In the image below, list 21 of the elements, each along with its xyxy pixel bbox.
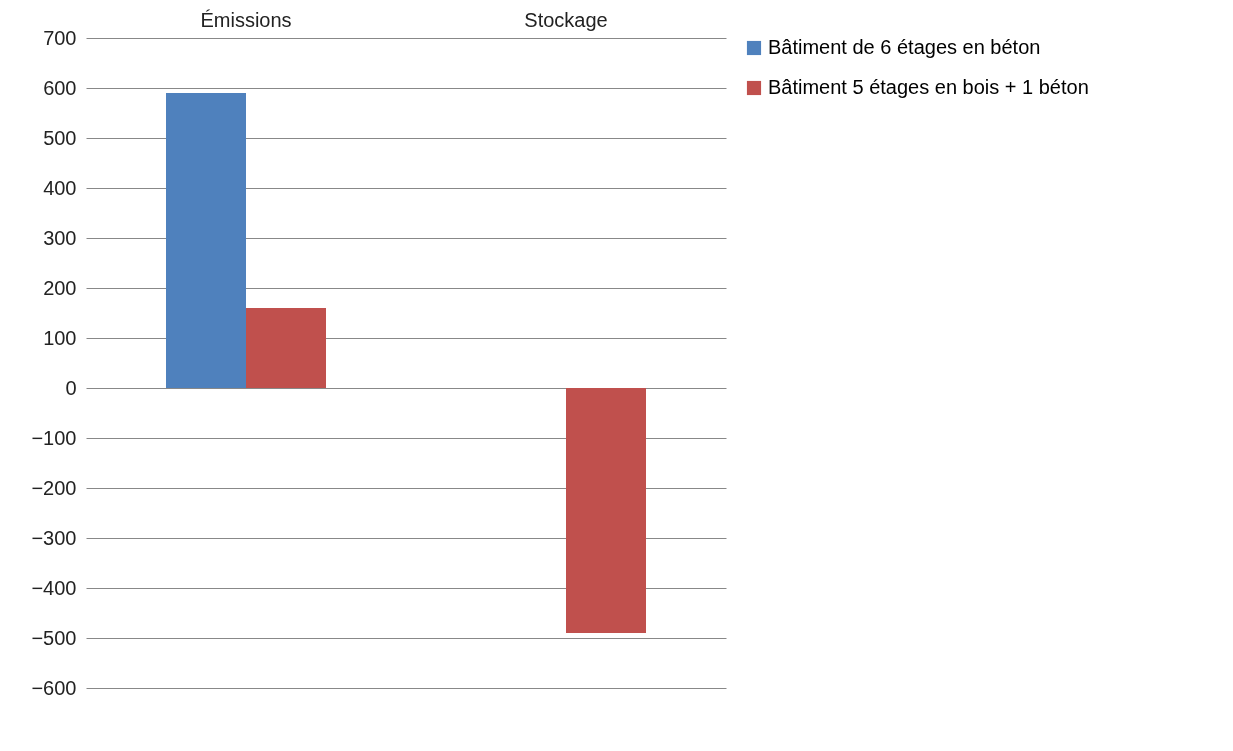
x-tick-label: Émissions (200, 8, 292, 31)
bar (566, 388, 646, 633)
y-tick-label: 300 (43, 226, 77, 249)
legend-label: Bâtiment 5 étages en bois + 1 béton (768, 76, 1089, 98)
y-tick-label: −600 (31, 676, 77, 699)
y-tick-label: 600 (43, 76, 77, 99)
bar (246, 308, 326, 388)
y-tick-label: −400 (31, 576, 77, 599)
y-tick-label: 700 (43, 26, 77, 49)
legend-label: Bâtiment de 6 étages en béton (768, 36, 1041, 58)
y-tick-label: 400 (43, 176, 77, 199)
y-tick-label: −500 (31, 626, 77, 649)
bar (166, 93, 246, 388)
y-tick-label: −300 (31, 526, 77, 549)
y-tick-label: 0 (65, 376, 77, 399)
y-tick-label: 200 (43, 276, 77, 299)
y-tick-label: −100 (31, 426, 77, 449)
x-tick-label: Stockage (524, 8, 608, 31)
y-tick-label: −200 (31, 476, 77, 499)
y-tick-label: 100 (43, 326, 77, 349)
y-tick-label: 500 (43, 126, 77, 149)
